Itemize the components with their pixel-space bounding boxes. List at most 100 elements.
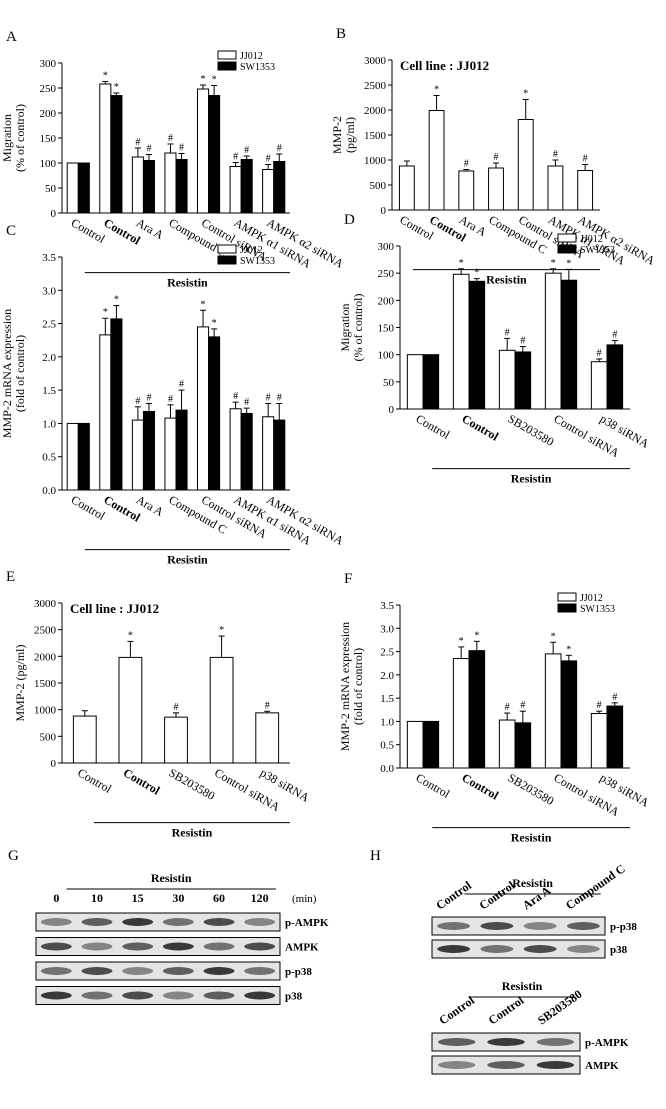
- bar: [175, 159, 188, 214]
- bar: [208, 95, 221, 214]
- bar: [428, 110, 445, 211]
- annotation: #: [146, 144, 151, 155]
- legend-swatch: [217, 255, 237, 265]
- annotation: #: [266, 392, 271, 403]
- y-axis-label: Migration: [0, 114, 14, 162]
- annotation: #: [135, 137, 140, 148]
- y-tick-label: 1.5: [42, 385, 56, 397]
- annotation: #: [179, 143, 184, 154]
- blot-band: [122, 942, 154, 951]
- blot-band: [122, 967, 154, 975]
- unit-label: (min): [292, 893, 317, 905]
- bar: [544, 272, 562, 410]
- blot-band: [487, 1038, 525, 1046]
- y-tick-label: 50: [383, 377, 395, 389]
- subtitle: Cell line : JJ012: [70, 601, 159, 616]
- lane-label: 120: [251, 891, 269, 905]
- bar: [110, 95, 123, 214]
- blot-band: [40, 942, 72, 951]
- blot-band: [40, 967, 72, 975]
- panel-label: C: [6, 223, 16, 239]
- y-tick-label: 50: [45, 183, 57, 195]
- y-tick-label: 3000: [364, 55, 387, 67]
- annotation: #: [597, 700, 602, 711]
- bar: [452, 658, 470, 769]
- legend-swatch: [557, 603, 577, 613]
- blot-band: [81, 991, 113, 1000]
- y-tick-label: 300: [378, 241, 395, 253]
- lane-label: 0: [53, 891, 59, 905]
- blot-band: [566, 922, 600, 930]
- bar: [209, 656, 234, 764]
- row-label: AMPK: [285, 942, 319, 954]
- blot-band: [203, 942, 235, 951]
- row-label: p38: [610, 944, 628, 956]
- bar: [240, 412, 253, 491]
- annotation: #: [612, 330, 617, 341]
- row-label: AMPK: [585, 1060, 619, 1072]
- annotation: #: [265, 700, 270, 711]
- bar: [99, 83, 112, 214]
- bar: [164, 417, 177, 491]
- annotation: *: [201, 299, 206, 310]
- blot-band: [487, 1061, 525, 1069]
- blot-band: [244, 918, 276, 926]
- bar: [131, 156, 144, 214]
- y-axis-label: MMP-2 mRNA expression: [338, 622, 352, 751]
- y-tick-label: 150: [378, 323, 395, 335]
- y-axis-label: MMP-2 mRNA expression: [0, 309, 14, 438]
- y-tick-label: 0: [51, 758, 57, 770]
- y-tick-label: 0.0: [42, 485, 56, 497]
- y-tick-label: 200: [378, 295, 395, 307]
- bar: [262, 169, 275, 214]
- bar: [255, 712, 280, 764]
- blot-band: [40, 918, 72, 926]
- y-tick-label: 0.5: [42, 452, 56, 464]
- lane-label: Control: [486, 993, 527, 1028]
- annotation: *: [434, 85, 439, 96]
- annotation: #: [168, 394, 173, 405]
- x-tick-label: Control: [69, 215, 108, 246]
- blot-band: [536, 1038, 575, 1046]
- bar: [77, 162, 90, 214]
- group-label: Resistin: [511, 831, 552, 845]
- y-tick-label: 1000: [34, 705, 57, 717]
- blot-band: [523, 945, 557, 953]
- bar: [208, 336, 221, 491]
- blot-band: [536, 1061, 575, 1069]
- group-label: Resistin: [167, 553, 208, 567]
- blot-strip: [35, 961, 281, 981]
- legend-swatch: [557, 592, 577, 602]
- annotation: #: [464, 159, 469, 170]
- blot-band: [162, 991, 194, 1000]
- annotation: #: [277, 392, 282, 403]
- bar: [577, 170, 594, 211]
- y-tick-label: 2500: [34, 625, 57, 637]
- annotation: #: [612, 692, 617, 703]
- annotation: #: [553, 149, 558, 160]
- blot-band: [566, 945, 600, 953]
- y-axis-label: (% of control): [13, 104, 27, 172]
- y-tick-label: 250: [40, 83, 57, 95]
- y-tick-label: 0: [389, 404, 395, 416]
- panel-label: E: [6, 569, 15, 585]
- legend-label: JJ012: [580, 234, 603, 245]
- y-axis-label: (fold of control): [351, 648, 365, 725]
- blot-band: [244, 967, 276, 975]
- bar: [240, 159, 253, 214]
- group-label: Resistin: [511, 472, 552, 486]
- annotation: *: [212, 75, 217, 86]
- annotation: *: [474, 630, 479, 641]
- y-tick-label: 0: [381, 205, 387, 217]
- bar: [118, 656, 143, 764]
- bar: [66, 422, 79, 491]
- legend-label: SW1353: [240, 62, 275, 73]
- annotation: *: [551, 631, 556, 642]
- panel-label: H: [370, 848, 381, 864]
- legend-swatch: [217, 61, 237, 71]
- blot-band: [203, 918, 235, 926]
- bar: [544, 653, 562, 769]
- bar: [422, 354, 440, 410]
- blot-strip: [431, 939, 606, 959]
